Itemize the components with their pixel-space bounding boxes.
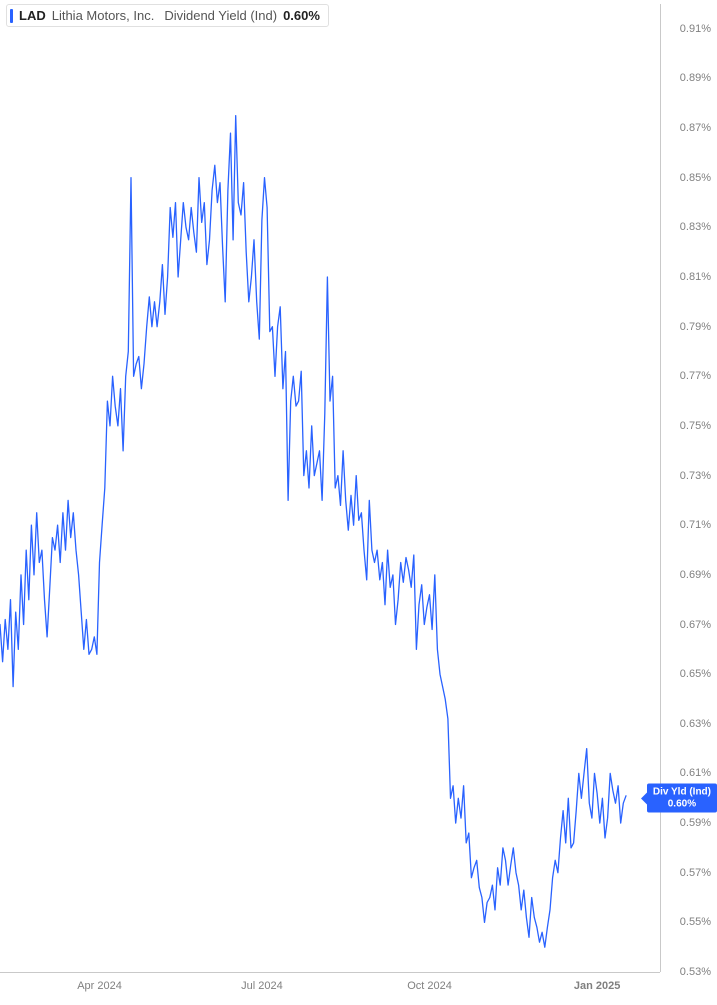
- plot-area[interactable]: [0, 4, 660, 972]
- y-axis: 0.53%0.55%0.57%0.59%0.61%0.63%0.65%0.67%…: [660, 4, 717, 972]
- y-tick-label: 0.77%: [680, 370, 711, 382]
- price-tag: Div Yld (Ind) 0.60%: [647, 784, 717, 813]
- y-tick-label: 0.61%: [680, 767, 711, 779]
- y-tick-label: 0.83%: [680, 221, 711, 233]
- x-tick-label: Jul 2024: [241, 980, 283, 992]
- x-tick-label: Apr 2024: [77, 980, 122, 992]
- y-tick-label: 0.79%: [680, 321, 711, 333]
- y-tick-label: 0.71%: [680, 519, 711, 531]
- x-tick-label: Jan 2025: [574, 980, 620, 992]
- x-axis: Apr 2024 Jul 2024 Oct 2024 Jan 2025: [0, 972, 660, 1005]
- y-tick-label: 0.63%: [680, 718, 711, 730]
- y-tick-label: 0.75%: [680, 420, 711, 432]
- y-tick-label: 0.81%: [680, 271, 711, 283]
- y-tick-label: 0.53%: [680, 966, 711, 978]
- price-tag-value: 0.60%: [653, 798, 711, 810]
- x-tick-label: Oct 2024: [407, 980, 452, 992]
- y-tick-label: 0.55%: [680, 916, 711, 928]
- y-tick-label: 0.87%: [680, 122, 711, 134]
- line-series-path: [0, 116, 626, 948]
- chart-root: LAD Lithia Motors, Inc. Dividend Yield (…: [0, 0, 717, 1005]
- y-tick-label: 0.91%: [680, 23, 711, 35]
- y-tick-label: 0.67%: [680, 619, 711, 631]
- y-tick-label: 0.59%: [680, 817, 711, 829]
- y-tick-label: 0.89%: [680, 72, 711, 84]
- y-tick-label: 0.69%: [680, 569, 711, 581]
- line-series-svg: [0, 4, 660, 972]
- price-tag-label: Div Yld (Ind): [653, 787, 711, 799]
- y-tick-label: 0.85%: [680, 172, 711, 184]
- y-tick-label: 0.65%: [680, 668, 711, 680]
- y-tick-label: 0.73%: [680, 470, 711, 482]
- y-tick-label: 0.57%: [680, 867, 711, 879]
